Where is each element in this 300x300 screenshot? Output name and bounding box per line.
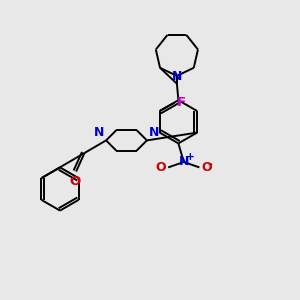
- Text: O: O: [156, 161, 167, 174]
- Text: N: N: [178, 155, 189, 169]
- Text: F: F: [176, 96, 186, 109]
- Text: -: -: [208, 158, 213, 171]
- Text: N: N: [149, 126, 159, 139]
- Text: O: O: [70, 175, 81, 188]
- Text: +: +: [186, 152, 195, 163]
- Text: O: O: [201, 161, 211, 174]
- Text: N: N: [94, 126, 104, 139]
- Text: N: N: [172, 70, 182, 83]
